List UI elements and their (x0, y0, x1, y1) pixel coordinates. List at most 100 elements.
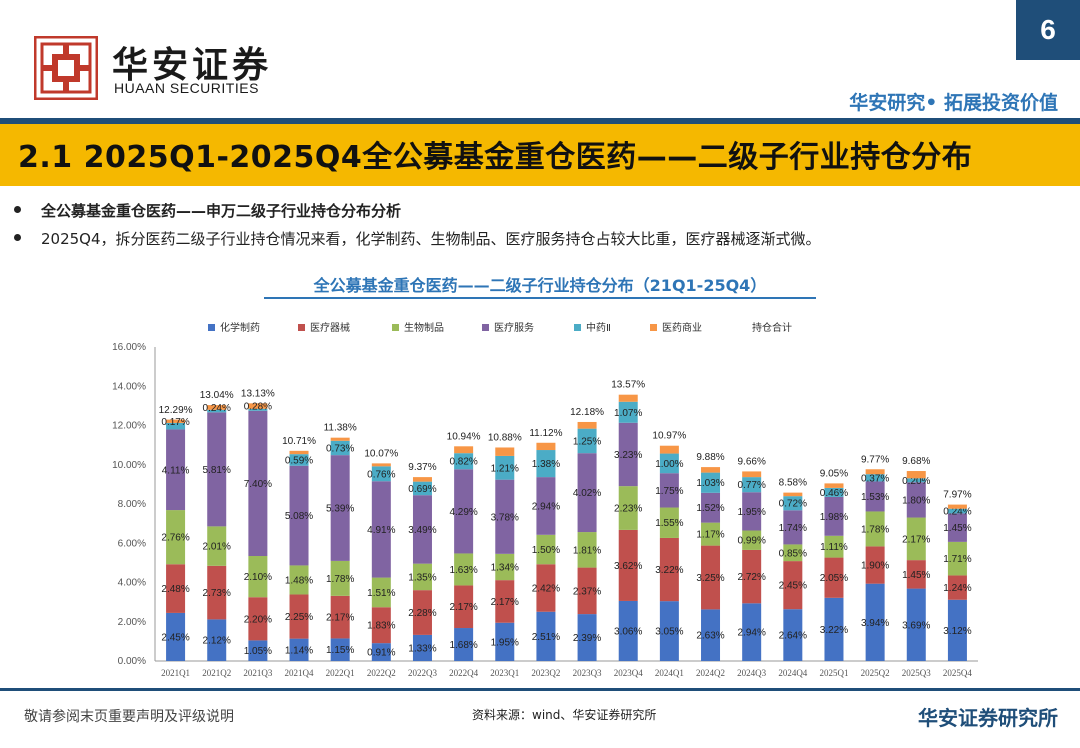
data-label: 0.76% (367, 469, 395, 480)
total-label: 10.71% (282, 436, 316, 447)
data-label: 0.59% (285, 455, 313, 466)
data-label: 1.34% (491, 562, 519, 573)
legend-label-2: 生物制品 (404, 321, 444, 334)
footer-source: 资料来源：wind、华安证券研究所 (472, 708, 657, 722)
data-label: 1.00% (655, 459, 683, 470)
bar-segment-1 (330, 595, 350, 639)
bar-segment-4 (906, 478, 926, 483)
page-title: 2.1 2025Q1-2025Q4全公募基金重仓医药——二级子行业持仓分布 (18, 140, 973, 175)
y-tick-label: 16.00% (112, 342, 146, 353)
data-label: 1.68% (449, 640, 477, 651)
legend-label-0: 化学制药 (220, 321, 260, 334)
bar-segment-5 (412, 477, 432, 482)
bullet-item: 2025Q4，拆分医药二级子行业持仓情况来看，化学制药、生物制品、医疗服务持仓占… (14, 228, 821, 249)
bar-segment-3 (495, 479, 515, 554)
y-tick-label: 6.00% (118, 538, 146, 549)
total-label: 10.97% (652, 431, 686, 442)
data-label: 0.17% (161, 417, 189, 428)
chart-title-underline (264, 297, 816, 299)
data-label: 2.17% (902, 534, 930, 545)
bar-segment-5 (454, 446, 474, 454)
bar-segment-3 (618, 422, 638, 487)
bar-segment-5 (783, 492, 803, 497)
total-label: 11.38% (324, 423, 357, 434)
x-tick-label: 2025Q2 (861, 668, 890, 678)
bar-segment-1 (865, 546, 885, 584)
bar-segment-1 (166, 564, 186, 613)
bar-segment-3 (701, 492, 721, 523)
brand-name-cn: 华安证券 (112, 44, 273, 86)
x-tick-label: 2022Q4 (449, 668, 478, 678)
bar-segment-3 (536, 477, 556, 535)
bar-segment-3 (783, 510, 803, 545)
data-label: 1.38% (532, 459, 560, 470)
data-label: 1.48% (285, 575, 313, 586)
data-label: 1.11% (820, 542, 848, 553)
data-label: 2.25% (285, 612, 313, 623)
data-label: 0.77% (737, 480, 765, 491)
total-label: 11.12% (529, 428, 562, 439)
data-label: 3.22% (820, 625, 848, 636)
bar-segment-2 (289, 565, 309, 595)
bar-segment-3 (577, 453, 597, 533)
bar-segment-5 (659, 445, 679, 454)
bullet-dot-icon (14, 206, 21, 213)
bar-segment-4 (207, 409, 227, 413)
chart-title: 全公募基金重仓医药——二级子行业持仓分布（21Q1-25Q4） (313, 276, 767, 295)
data-label: 1.33% (408, 643, 436, 654)
data-label: 1.63% (449, 565, 477, 576)
y-tick-label: 12.00% (112, 421, 146, 432)
bar-segment-3 (248, 410, 268, 557)
total-label: 10.88% (488, 432, 522, 443)
data-label: 3.62% (614, 561, 642, 572)
bar-segment-4 (824, 487, 844, 497)
bar-segment-5 (495, 447, 515, 456)
brand-name-en: HUAAN SECURITIES (114, 80, 259, 96)
bar-segment-4 (371, 466, 391, 482)
data-label: 1.24% (943, 583, 971, 594)
bar-segment-1 (577, 567, 597, 615)
bar-segment-2 (865, 511, 885, 547)
data-label: 4.91% (367, 525, 395, 536)
data-label: 2.48% (161, 584, 189, 595)
data-label: 1.14% (285, 645, 313, 656)
bar-segment-4 (248, 408, 268, 411)
data-label: 2.12% (203, 636, 231, 647)
bar-segment-3 (166, 429, 186, 511)
data-label: 1.95% (491, 637, 519, 648)
bar-segment-5 (371, 463, 391, 467)
bar-segment-0 (495, 622, 515, 661)
data-label: 1.45% (902, 570, 930, 581)
bar-segment-3 (207, 412, 227, 527)
x-tick-label: 2025Q3 (902, 668, 931, 678)
bullet-item: 全公募基金重仓医药——申万二级子行业持仓分布分析 (14, 200, 401, 221)
x-tick-label: 2023Q3 (573, 668, 602, 678)
data-label: 2.45% (779, 581, 807, 592)
legend-swatch-4 (574, 324, 581, 331)
data-label: 1.25% (573, 436, 601, 447)
data-label: 0.24% (203, 403, 231, 414)
data-label: 1.83% (367, 621, 395, 632)
bar-segment-3 (371, 481, 391, 578)
data-label: 2.73% (203, 588, 231, 599)
bar-segment-1 (454, 585, 474, 629)
data-label: 2.64% (779, 631, 807, 642)
bar-segment-2 (577, 532, 597, 568)
bar-segment-1 (742, 549, 762, 604)
data-label: 5.81% (203, 465, 231, 476)
data-label: 3.49% (408, 525, 436, 536)
data-label: 1.53% (861, 492, 889, 503)
bar-segment-5 (577, 421, 597, 429)
bar-segment-4 (701, 472, 721, 493)
data-label: 4.11% (162, 465, 190, 476)
bar-segment-1 (947, 575, 967, 600)
bar-segment-3 (824, 496, 844, 536)
data-label: 0.99% (737, 536, 765, 547)
legend-label-1: 医疗器械 (310, 321, 350, 334)
data-label: 1.74% (779, 523, 807, 534)
bar-segment-2 (824, 535, 844, 558)
data-label: 1.78% (861, 524, 889, 535)
bar-segment-2 (701, 522, 721, 546)
data-label: 3.12% (943, 626, 971, 637)
data-label: 2.42% (532, 583, 560, 594)
